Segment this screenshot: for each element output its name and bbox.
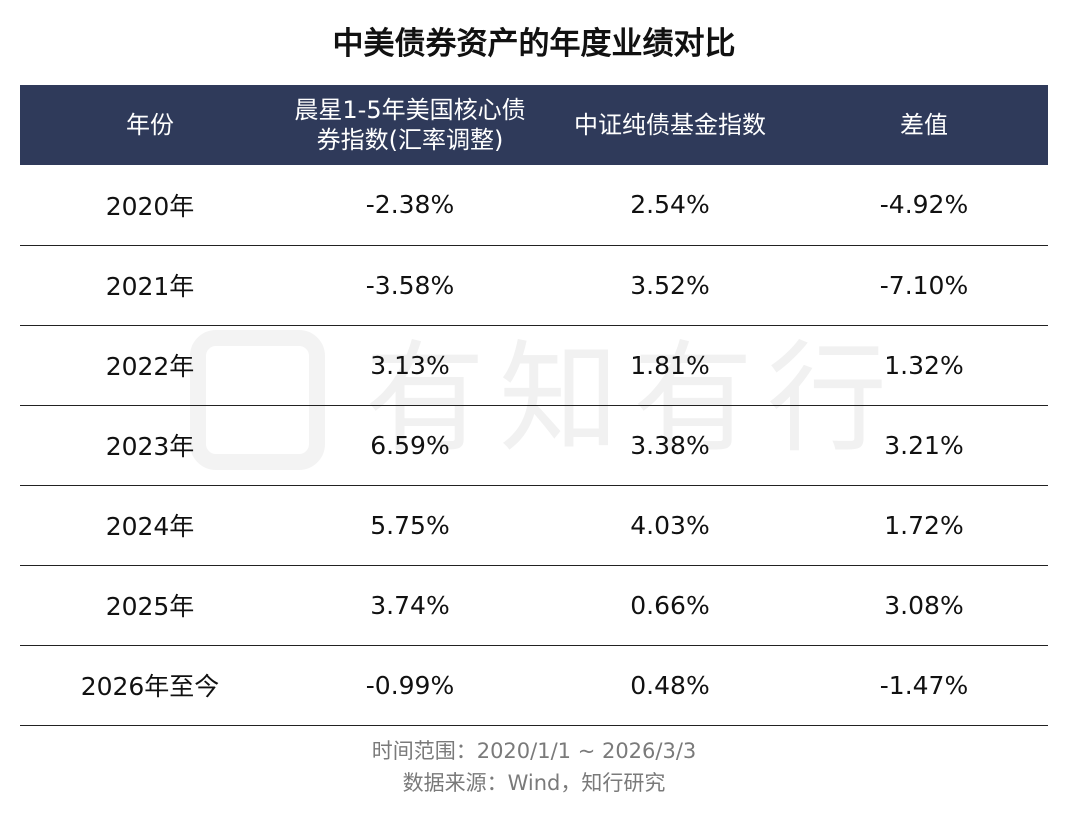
header-csi-index: 中证纯债基金指数 — [574, 111, 766, 139]
page-title: 中美债券资产的年度业绩对比 — [332, 26, 736, 62]
cell-year: 2025年 — [105, 592, 195, 621]
cell-morningstar: 5.75% — [370, 510, 450, 540]
cell-difference: -4.92% — [879, 190, 969, 220]
cell-csi: 1.81% — [630, 350, 710, 380]
cell-csi: 0.48% — [630, 670, 710, 700]
table-row: 2022年 3.13% 1.81% 1.32% — [20, 325, 1048, 405]
table-row: 2026年至今 -0.99% 0.48% -1.47% — [20, 645, 1048, 725]
cell-year: 2020年 — [105, 191, 195, 221]
cell-csi: 2.54% — [630, 190, 710, 220]
cell-morningstar: -2.38% — [365, 190, 455, 220]
cell-difference: -7.10% — [879, 270, 969, 300]
table-header-row: 年份 晨星1-5年美国核心债券指数(汇率调整) 中证纯债基金指数 差值 — [20, 85, 1048, 165]
cell-morningstar: 6.59% — [370, 430, 450, 460]
cell-year: 2021年 — [105, 272, 195, 301]
cell-morningstar: -0.99% — [365, 670, 455, 700]
table-row: 2023年 6.59% 3.38% 3.21% — [20, 405, 1048, 485]
cell-csi: 3.52% — [630, 270, 710, 300]
cell-year: 2024年 — [105, 512, 195, 541]
header-year: 年份 — [126, 111, 174, 139]
cell-difference: 1.72% — [884, 510, 964, 540]
cell-morningstar: 3.13% — [370, 350, 450, 380]
table-row: 2025年 3.74% 0.66% 3.08% — [20, 565, 1048, 645]
footer-source: 数据来源：Wind，知行研究 — [402, 771, 666, 795]
cell-difference: 3.08% — [884, 590, 964, 620]
table-body: 2020年 -2.38% 2.54% -4.92% 2021年 -3.58% 3.52% -7… — [20, 165, 1048, 725]
cell-difference: 1.32% — [884, 350, 964, 380]
cell-csi: 0.66% — [630, 590, 710, 620]
cell-year: 2026年至今 — [80, 672, 220, 701]
header-difference: 差值 — [900, 111, 948, 139]
cell-difference: 3.21% — [884, 430, 964, 460]
cell-year: 2023年 — [105, 432, 195, 461]
table-row: 2024年 5.75% 4.03% 1.72% — [20, 485, 1048, 565]
cell-year: 2022年 — [105, 352, 195, 381]
cell-difference: -1.47% — [879, 670, 969, 700]
cell-csi: 3.38% — [630, 430, 710, 460]
cell-morningstar: 3.74% — [370, 590, 450, 620]
footer-time-range: 时间范围：2020/1/1 ~ 2026/3/3 — [371, 739, 697, 763]
header-morningstar-index: 晨星1-5年美国核心债券指数(汇率调整) — [294, 96, 526, 154]
cell-morningstar: -3.58% — [365, 270, 455, 300]
table-row: 2021年 -3.58% 3.52% -7.10% — [20, 245, 1048, 325]
table-row: 2020年 -2.38% 2.54% -4.92% — [20, 165, 1048, 245]
cell-csi: 4.03% — [630, 510, 710, 540]
performance-table: 年份 晨星1-5年美国核心债券指数(汇率调整) 中证纯债基金指数 差值 2020… — [20, 85, 1048, 726]
